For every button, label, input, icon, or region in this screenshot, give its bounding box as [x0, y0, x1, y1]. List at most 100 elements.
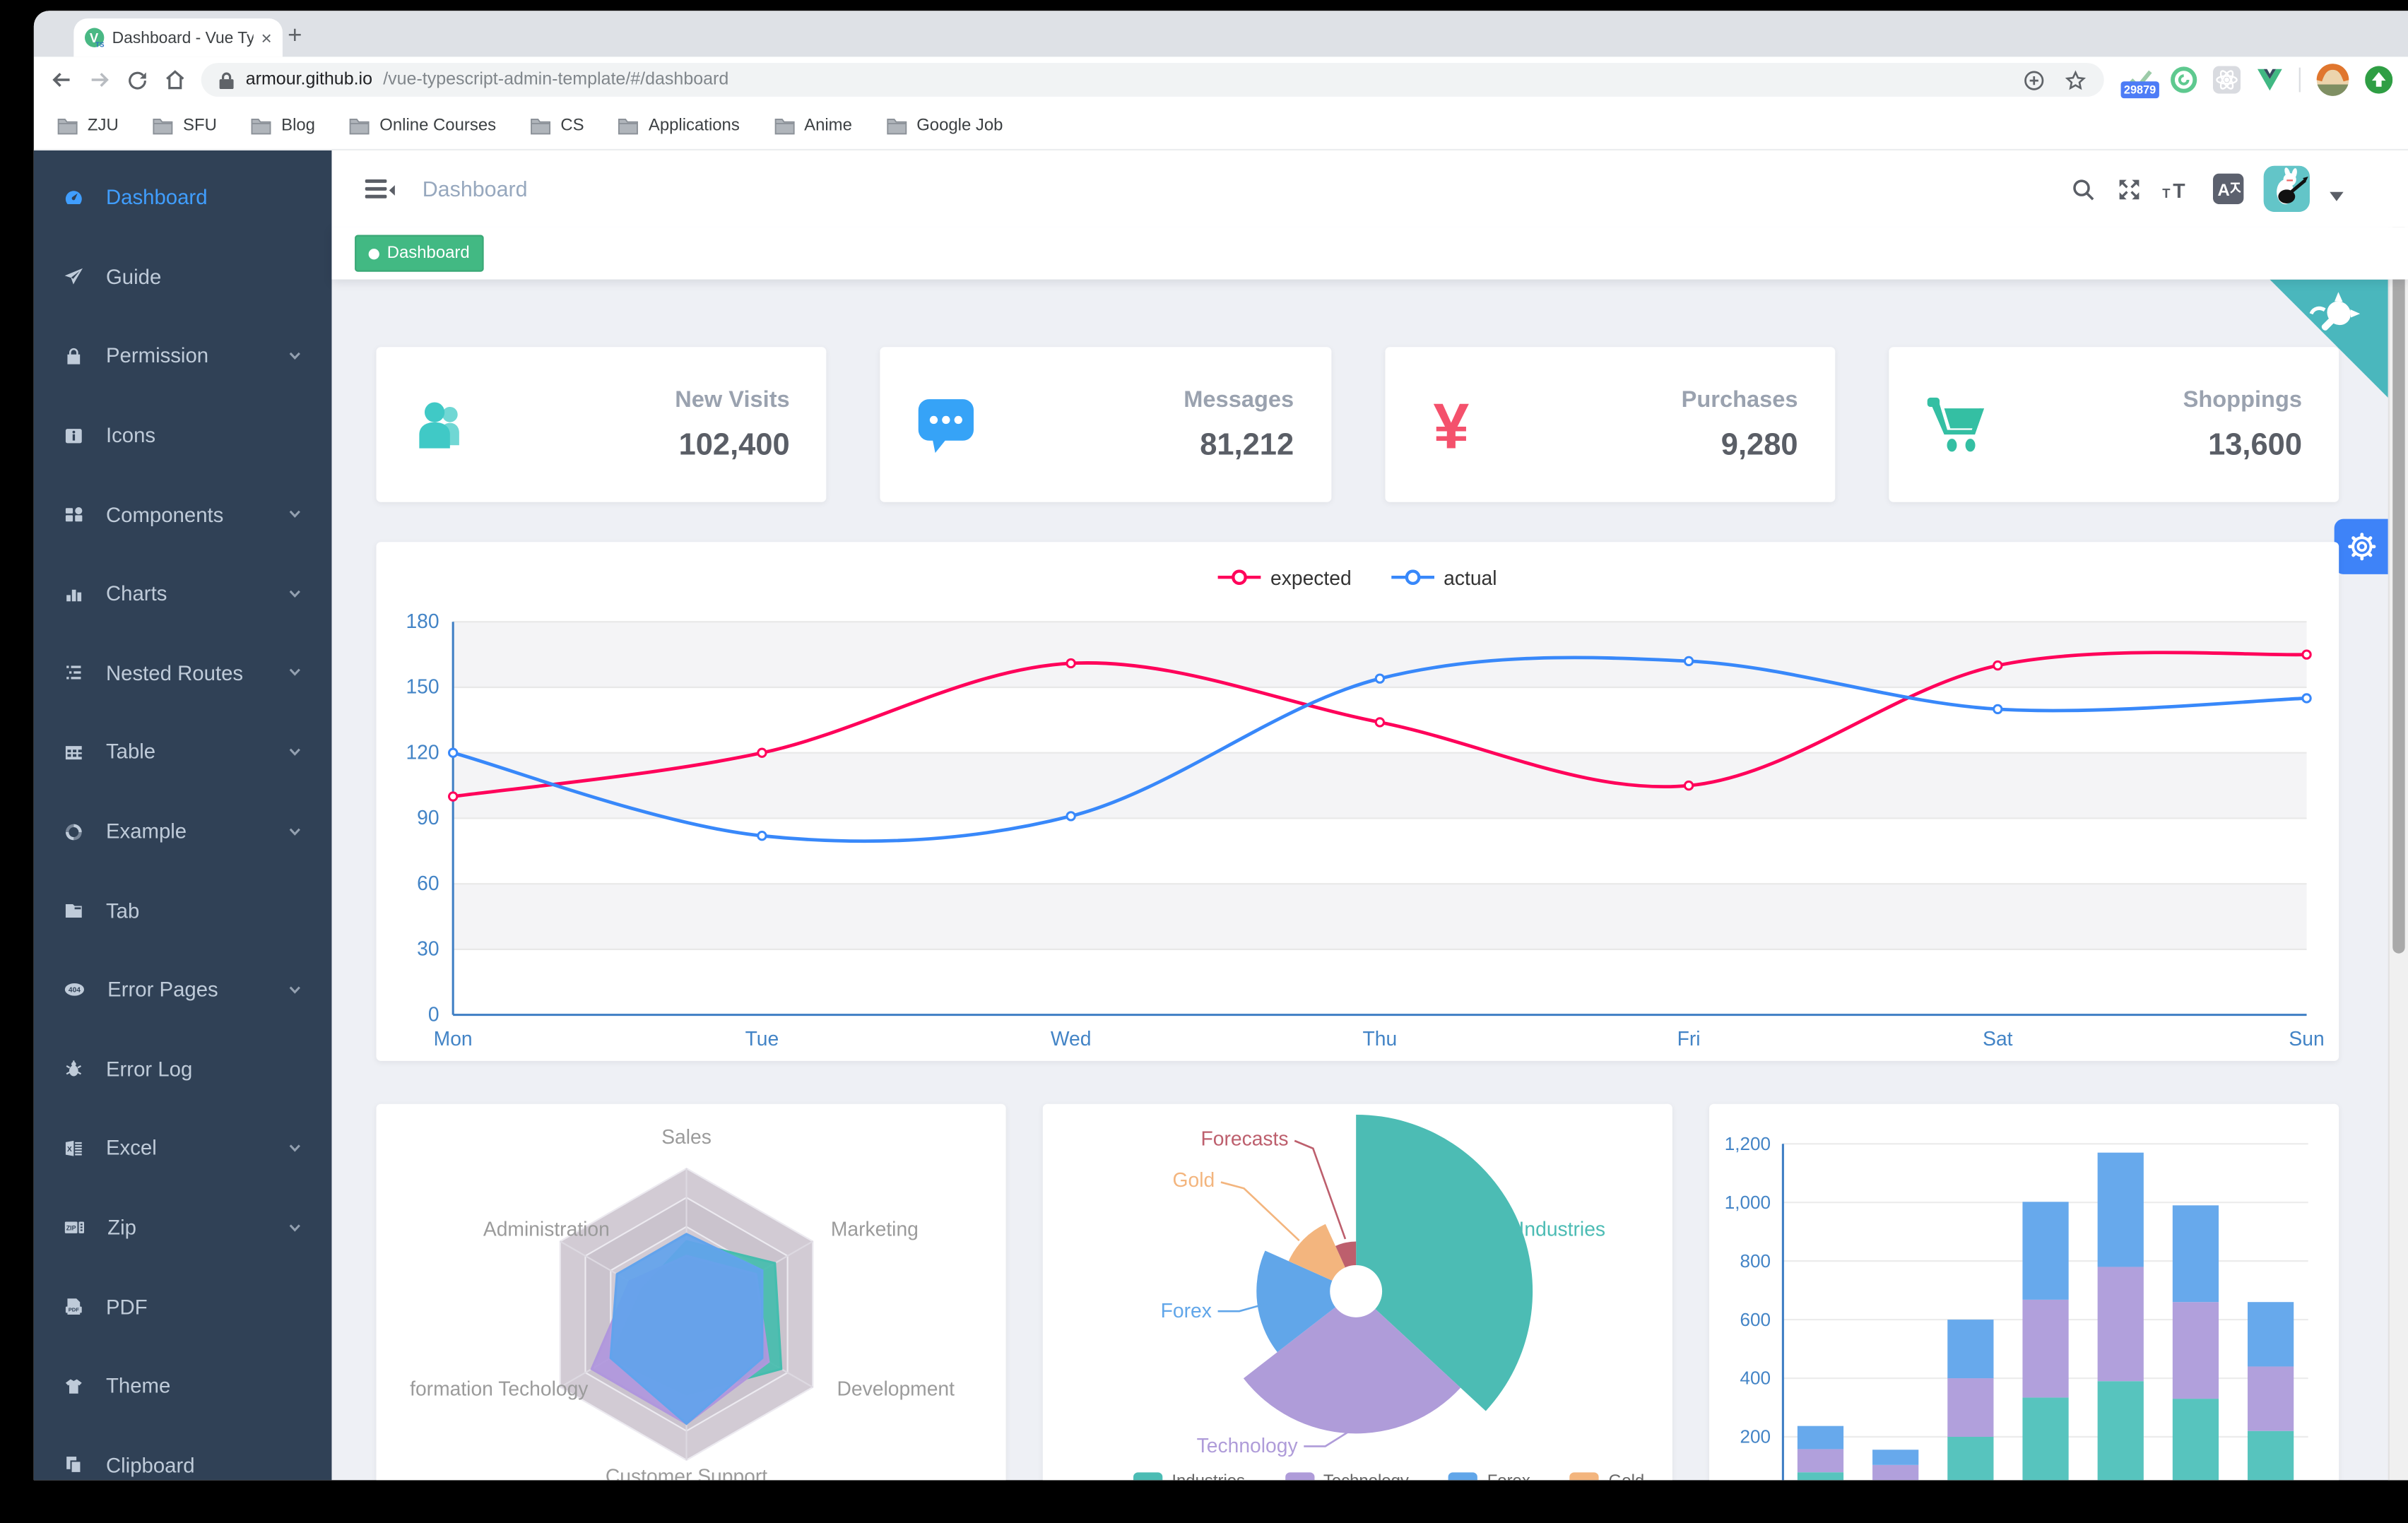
- svg-text:T: T: [2173, 179, 2185, 202]
- sidebar-item-error-pages[interactable]: 404 Error Pages: [34, 950, 332, 1029]
- lock-icon: [63, 345, 84, 367]
- home-icon[interactable]: [163, 68, 187, 93]
- stat-cards-row: New Visits 102,400 Messages 81,212 ¥ Purchase…: [376, 347, 2339, 502]
- bottom-cards-row: Sales Administration formation Techology Cu…: [376, 1103, 2339, 1481]
- svg-text:A: A: [2218, 181, 2230, 200]
- bookmark-item[interactable]: Google Job: [886, 117, 1003, 135]
- nested-icon: [63, 663, 84, 684]
- browser-tab-strip: VTS Dashboard - Vue Typescript Ad × +: [33, 11, 2408, 57]
- forward-icon[interactable]: [88, 68, 112, 93]
- money-icon: ¥: [1415, 389, 1486, 460]
- svg-text:Tue: Tue: [745, 1027, 779, 1050]
- sidebar-item-nested-routes[interactable]: Nested Routes: [34, 634, 332, 713]
- pie-legend-item-gold[interactable]: Gold: [1570, 1472, 1644, 1481]
- svg-text:Sat: Sat: [1983, 1027, 2013, 1050]
- stat-value: 102,400: [678, 427, 790, 462]
- translate-icon[interactable]: A: [2212, 173, 2244, 205]
- sidebar-item-components[interactable]: Components: [34, 475, 332, 554]
- github-corner[interactable]: [2270, 279, 2390, 400]
- svg-text:V: V: [90, 30, 99, 45]
- pie-legend-item-industries[interactable]: Industries: [1133, 1472, 1245, 1481]
- sidebar-item-table[interactable]: Table: [34, 713, 332, 792]
- sidebar-item-excel[interactable]: X Excel: [34, 1109, 332, 1188]
- extension-check-icon[interactable]: 29879: [2120, 68, 2159, 99]
- app: Dashboard Guide Permission Icons Components C…: [33, 150, 2408, 1481]
- svg-text:30: 30: [417, 937, 439, 960]
- url-path: /vue-typescript-admin-template/#/dashboa…: [383, 70, 729, 90]
- stat-card-shoppings[interactable]: Shoppings 13,600: [1888, 347, 2339, 502]
- sidebar-item-icons[interactable]: Icons: [34, 396, 332, 475]
- pie-legend-item-technology[interactable]: Technology: [1285, 1472, 1409, 1481]
- svg-text:ZIP: ZIP: [66, 1225, 76, 1232]
- hamburger-icon[interactable]: [362, 174, 396, 204]
- sidebar-item-charts[interactable]: Charts: [34, 555, 332, 634]
- user-avatar[interactable]: [2263, 165, 2310, 212]
- sidebar-item-example[interactable]: Example: [34, 792, 332, 871]
- svg-text:150: 150: [406, 675, 439, 698]
- bookmark-item[interactable]: Anime: [774, 117, 852, 135]
- sidebar-item-pdf[interactable]: PDF PDF: [34, 1267, 332, 1346]
- url-bar[interactable]: armour.github.io/vue-typescript-admin-te…: [201, 63, 2104, 97]
- sidebar-item-permission[interactable]: Permission: [34, 316, 332, 396]
- bookmark-item[interactable]: Applications: [618, 117, 740, 135]
- tag-dashboard[interactable]: Dashboard: [355, 235, 484, 272]
- chevron-down-icon[interactable]: [2330, 191, 2344, 202]
- bookmark-item[interactable]: Online Courses: [349, 117, 496, 135]
- extension-react-icon[interactable]: [2212, 66, 2241, 94]
- bookmark-item[interactable]: ZJU: [57, 117, 119, 135]
- tab-title: Dashboard - Vue Typescript Ad: [112, 28, 254, 47]
- chevron-down-icon: [287, 665, 302, 681]
- sidebar-item-dashboard[interactable]: Dashboard: [34, 158, 332, 237]
- folder-icon: [886, 117, 907, 135]
- svg-text:600: 600: [1740, 1309, 1771, 1330]
- svg-text:404: 404: [69, 987, 81, 995]
- chevron-down-icon: [287, 348, 302, 364]
- bookmark-item[interactable]: SFU: [153, 117, 217, 135]
- stat-card-purchases[interactable]: ¥ Purchases 9,280: [1384, 347, 1835, 502]
- reload-icon[interactable]: [126, 69, 149, 92]
- stat-card-messages[interactable]: Messages 81,212: [880, 347, 1331, 502]
- page-scrollbar[interactable]: [2388, 150, 2408, 1481]
- legend-item-expected[interactable]: expected: [1218, 566, 1352, 589]
- bookmark-item[interactable]: CS: [530, 117, 584, 135]
- pdf-icon: PDF: [63, 1296, 84, 1317]
- svg-text:Sun: Sun: [2289, 1027, 2324, 1050]
- extension-badge: 29879: [2120, 81, 2159, 99]
- browser-tab[interactable]: VTS Dashboard - Vue Typescript Ad ×: [73, 18, 283, 57]
- profile-avatar[interactable]: [2316, 63, 2350, 97]
- chevron-down-icon: [287, 586, 302, 602]
- sidebar-item-tab[interactable]: Tab: [34, 871, 332, 950]
- sidebar-item-clipboard[interactable]: Clipboard: [34, 1426, 332, 1480]
- legend-item-actual[interactable]: actual: [1391, 566, 1497, 589]
- svg-text:Gold: Gold: [1173, 1168, 1215, 1191]
- back-icon[interactable]: [49, 68, 74, 93]
- svg-text:90: 90: [417, 806, 439, 829]
- pie-legend-item-forex[interactable]: Forex: [1448, 1472, 1530, 1481]
- new-tab-button[interactable]: +: [288, 23, 302, 49]
- sidebar-item-theme[interactable]: Theme: [34, 1346, 332, 1426]
- tab-close-icon[interactable]: ×: [261, 27, 272, 49]
- bookmark-item[interactable]: Blog: [251, 117, 315, 135]
- extension-ring-icon[interactable]: [2170, 66, 2197, 93]
- sidebar-item-guide[interactable]: Guide: [34, 237, 332, 316]
- sidebar-item-zip[interactable]: ZIP Zip: [34, 1188, 332, 1267]
- chevron-down-icon: [287, 507, 302, 523]
- sidebar-item-error-log[interactable]: Error Log: [34, 1029, 332, 1108]
- fullscreen-icon[interactable]: [2116, 176, 2142, 202]
- pie-chart-legend: Industries Technology Forex Gold: [1043, 1472, 1672, 1481]
- update-up-icon[interactable]: [2365, 66, 2393, 94]
- settings-gear-button[interactable]: [2334, 518, 2390, 574]
- chevron-down-icon: [287, 1141, 302, 1156]
- bookmark-star-icon[interactable]: [2064, 69, 2087, 92]
- extension-vue-icon[interactable]: [2256, 68, 2284, 93]
- search-icon[interactable]: [2070, 176, 2096, 202]
- stat-card-new-visits[interactable]: New Visits 102,400: [376, 347, 827, 502]
- svg-text:120: 120: [406, 740, 439, 763]
- radar-chart: Sales Administration formation Techology Cu…: [410, 1125, 955, 1480]
- svg-text:Development: Development: [837, 1377, 955, 1400]
- zoom-plus-icon[interactable]: [2022, 69, 2046, 92]
- scrollbar-thumb[interactable]: [2392, 162, 2405, 954]
